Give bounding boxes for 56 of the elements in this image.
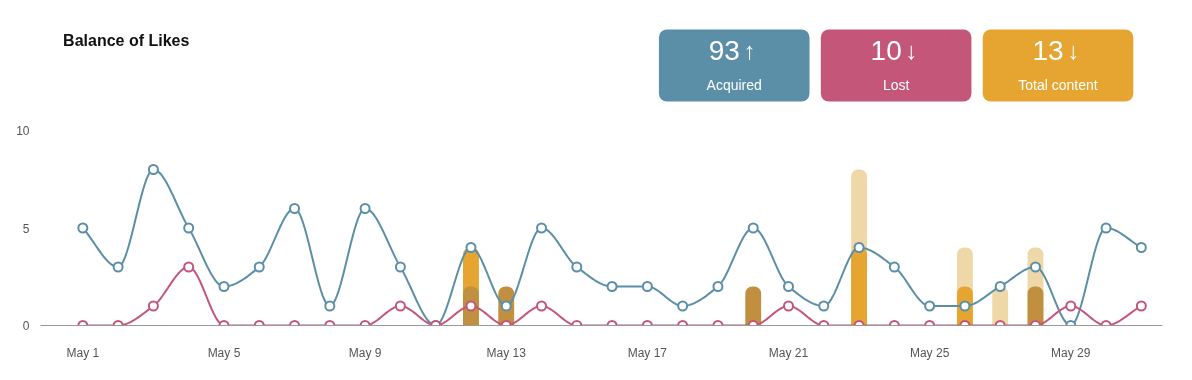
point: [1100, 222, 1112, 234]
point: [536, 222, 548, 234]
x-tick-label: May 21: [768, 345, 809, 360]
text: ↑: [743, 37, 756, 64]
bar: [851, 247, 867, 326]
point: [253, 261, 265, 273]
point: [747, 222, 759, 234]
bar: [745, 286, 762, 326]
point: [641, 281, 653, 292]
point: [1065, 300, 1077, 312]
data-label: 10: [870, 35, 902, 66]
point: [606, 281, 618, 292]
x-tick-label: May 29: [1051, 345, 1091, 360]
point: [289, 203, 301, 214]
data-label: 93: [708, 35, 740, 66]
x-tick-label: May 25: [909, 345, 950, 360]
point: [359, 203, 371, 214]
point: [147, 300, 159, 312]
point: [394, 261, 406, 273]
y-tick-label: 5: [22, 221, 30, 236]
point: [1029, 261, 1041, 273]
chart-title: Balance of Likes: [63, 32, 190, 49]
y-tick-label: 0: [22, 319, 30, 333]
point: [183, 261, 195, 273]
x-tick-label: May 5: [207, 345, 241, 360]
point: [783, 300, 794, 312]
point: [712, 281, 724, 292]
text: ↓: [905, 37, 918, 64]
data-label: 13: [1032, 35, 1064, 66]
point: [465, 242, 477, 253]
point: [924, 300, 936, 312]
x-tick-label: May 17: [627, 345, 668, 360]
point: [394, 300, 406, 312]
point: [324, 300, 336, 312]
point: [1135, 242, 1147, 253]
point: [536, 300, 548, 312]
text: ↓: [1067, 37, 1080, 64]
point: [994, 281, 1006, 292]
x-tick-label: May 9: [348, 345, 382, 360]
point: [571, 261, 583, 273]
y-tick-label: 10: [16, 124, 30, 138]
point: [818, 300, 830, 312]
point: [112, 261, 124, 273]
point: [218, 281, 230, 292]
x-tick-label: May 1: [66, 345, 100, 360]
point: [888, 261, 900, 273]
category-label: Total content: [1018, 76, 1098, 93]
point: [783, 281, 794, 292]
point: [183, 222, 195, 234]
point: [77, 222, 89, 234]
point: [677, 300, 689, 312]
x-tick-label: May 13: [486, 345, 527, 360]
point: [1135, 300, 1147, 312]
category-label: Lost: [882, 76, 910, 93]
category-label: Acquired: [706, 76, 762, 93]
point: [853, 242, 865, 253]
